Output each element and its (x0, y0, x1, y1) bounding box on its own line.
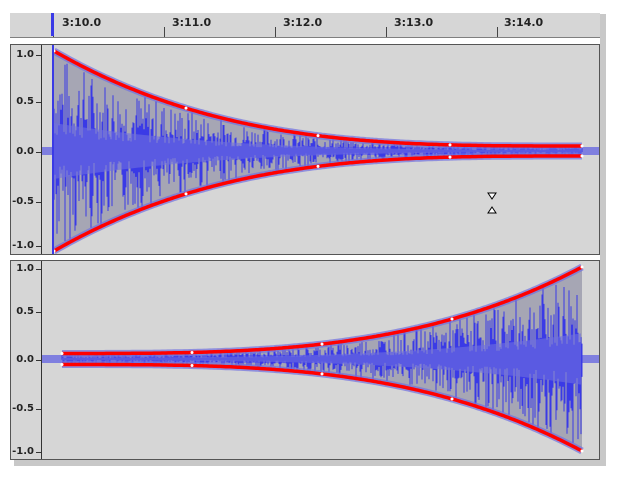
envelope-tool-cursor-icon (487, 192, 497, 214)
scale-tick (36, 269, 41, 270)
ruler-label-4: 3:13.0 (394, 16, 434, 29)
ruler-tick (386, 27, 387, 37)
ruler-tick (497, 27, 498, 37)
scale-tick (36, 312, 41, 313)
track-1-vertical-scale: 1.0 0.5 0.0 -0.5 -1.0 (11, 45, 42, 254)
scale-tick (36, 152, 41, 153)
scale-tick (36, 452, 41, 453)
window-shadow (600, 14, 606, 466)
track-2-vertical-scale: 1.0 0.5 0.0 -0.5 -1.0 (11, 261, 42, 459)
scale-label: -1.0 (12, 240, 34, 251)
scale-label: 0.0 (16, 146, 34, 157)
scale-label: 0.5 (16, 306, 34, 317)
playhead-marker[interactable] (51, 13, 54, 36)
scale-label: -0.5 (12, 403, 34, 414)
scale-tick (36, 360, 41, 361)
ruler-label-1: 3:10.0 (62, 16, 102, 29)
timeline-ruler[interactable]: 3:10.0 3:11.0 3:12.0 3:13.0 3:14.0 (10, 12, 600, 38)
scale-label: 1.0 (16, 263, 34, 274)
track-1-waveform[interactable] (42, 45, 599, 254)
ruler-tick (275, 27, 276, 37)
ruler-label-2: 3:11.0 (172, 16, 212, 29)
scale-label: -1.0 (12, 446, 34, 457)
audio-track-2[interactable]: 1.0 0.5 0.0 -0.5 -1.0 (10, 260, 600, 460)
audio-track-1[interactable]: 1.0 0.5 0.0 -0.5 -1.0 (10, 44, 600, 255)
scale-tick (36, 409, 41, 410)
scale-label: 1.0 (16, 49, 34, 60)
ruler-label-3: 3:12.0 (283, 16, 323, 29)
scale-tick (36, 202, 41, 203)
ruler-tick (164, 27, 165, 37)
scale-label: 0.0 (16, 354, 34, 365)
ruler-label-5: 3:14.0 (504, 16, 544, 29)
scale-label: 0.5 (16, 96, 34, 107)
window-shadow (14, 460, 606, 466)
scale-tick (36, 246, 41, 247)
scale-label: -0.5 (12, 196, 34, 207)
scale-tick (36, 55, 41, 56)
track-2-waveform[interactable] (42, 261, 599, 459)
scale-tick (36, 102, 41, 103)
